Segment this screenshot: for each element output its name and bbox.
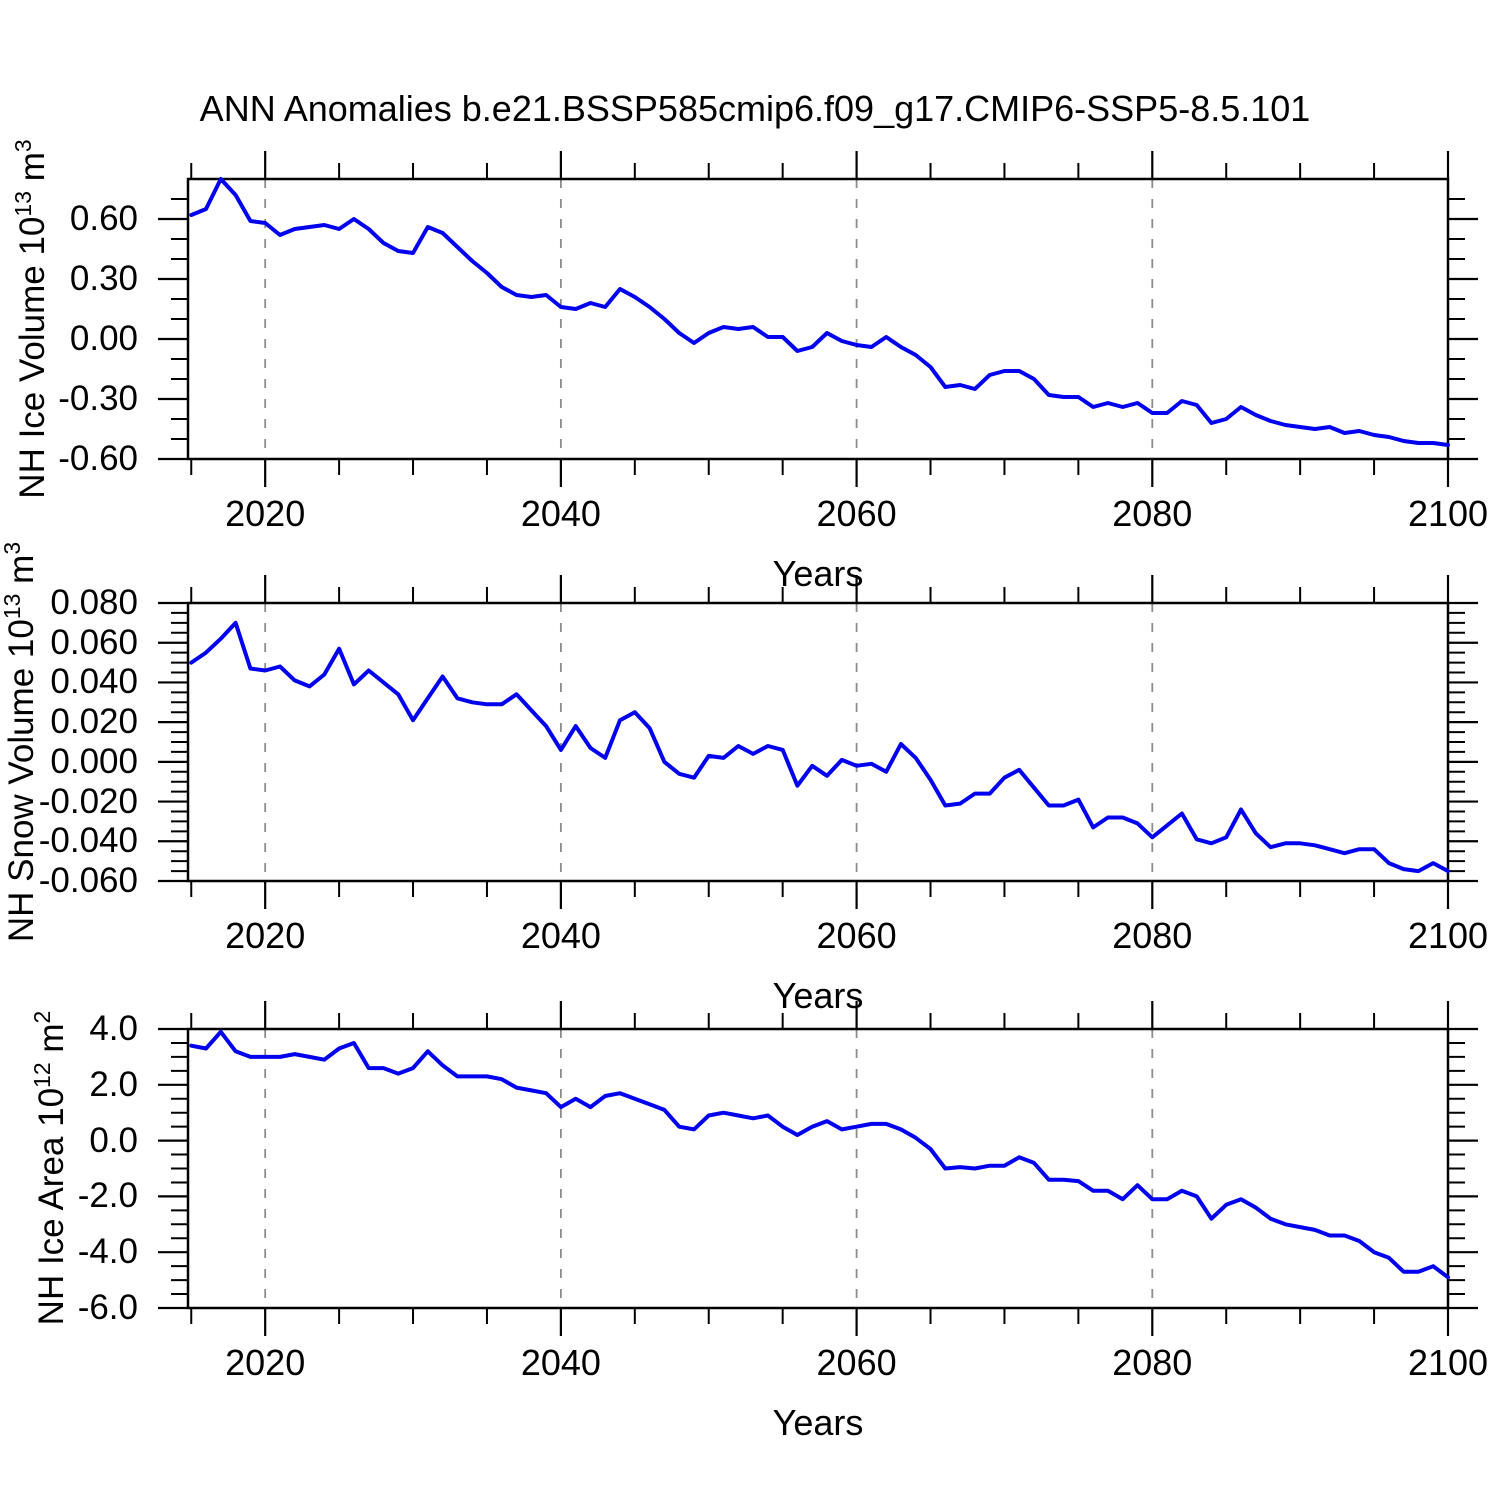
superscript: 3 [10, 139, 36, 153]
xtick-label: 2020 [225, 493, 306, 534]
ytick-label: -4.0 [77, 1232, 138, 1272]
ytick-label: 4.0 [89, 1009, 138, 1048]
ytick-label: -0.30 [58, 379, 138, 418]
ytick-label: 0.020 [50, 702, 138, 742]
y-axis-title-text: m [32, 1023, 71, 1063]
superscript: 13 [10, 191, 36, 217]
y-axis-title-text: NH Snow Volume 10 [2, 619, 41, 943]
ytick-label: 0.60 [69, 199, 138, 238]
y-axis-title-text: m [2, 554, 41, 594]
ytick-label: -6.0 [77, 1288, 138, 1327]
y-axis-title-text: m [13, 152, 52, 191]
ytick-label: 0.0 [89, 1120, 138, 1160]
y-axis-title: NH Ice Area 1012 m2 [29, 1010, 72, 1326]
xtick-label: 2100 [1407, 493, 1489, 534]
ytick-label: -0.060 [38, 861, 138, 900]
xtick-label: 2100 [1407, 915, 1489, 956]
ytick-label: -0.60 [58, 439, 138, 478]
ytick-label: 0.000 [50, 741, 138, 781]
ytick-label: 0.30 [69, 259, 138, 298]
data-line-nh-ice-area [189, 1029, 1450, 1280]
xtick-label: 2060 [816, 915, 897, 956]
y-axis-title: NH Snow Volume 1013 m3 [0, 541, 42, 943]
x-axis-title: Years [772, 975, 864, 1016]
xtick-label: 2080 [1112, 493, 1193, 534]
xtick-label: 2040 [520, 1342, 601, 1383]
chart-title: ANN Anomalies b.e21.BSSP585cmip6.f09_g17… [199, 88, 1311, 129]
y-axis-title-text: NH Ice Volume 10 [13, 216, 52, 499]
ytick-label: 0.00 [69, 319, 138, 358]
superscript: 3 [0, 541, 25, 555]
xtick-label: 2040 [520, 915, 601, 956]
xtick-label: 2060 [816, 493, 897, 534]
superscript: 12 [29, 1062, 55, 1088]
ytick-label: -0.020 [38, 781, 138, 821]
data-line-nh-ice-volume [189, 177, 1450, 447]
xtick-label: 2080 [1112, 915, 1193, 956]
superscript: 2 [29, 1010, 55, 1024]
xtick-label: 2100 [1407, 1342, 1489, 1383]
ytick-label: 0.040 [50, 662, 138, 702]
ytick-label: 0.080 [50, 583, 138, 622]
xtick-label: 2040 [520, 493, 601, 534]
data-line-nh-snow-volume [189, 620, 1450, 874]
xtick-label: 2080 [1112, 1342, 1193, 1383]
superscript: 13 [0, 593, 25, 620]
ytick-label: -2.0 [77, 1176, 138, 1216]
xtick-label: 2020 [225, 1342, 306, 1383]
x-axis-title: Years [772, 1402, 864, 1443]
ytick-label: 0.060 [50, 622, 138, 662]
plot-border-panel-3 [186, 1027, 1450, 1310]
xtick-label: 2060 [816, 1342, 897, 1383]
ytick-label: 2.0 [89, 1064, 138, 1104]
y-axis-title: NH Ice Volume 1013 m3 [10, 139, 53, 499]
ytick-label: -0.040 [38, 821, 138, 861]
xtick-label: 2020 [225, 915, 306, 956]
x-axis-title: Years [772, 553, 864, 594]
y-axis-title-text: NH Ice Area 10 [32, 1087, 71, 1326]
plot-border-panel-2 [186, 601, 1450, 883]
